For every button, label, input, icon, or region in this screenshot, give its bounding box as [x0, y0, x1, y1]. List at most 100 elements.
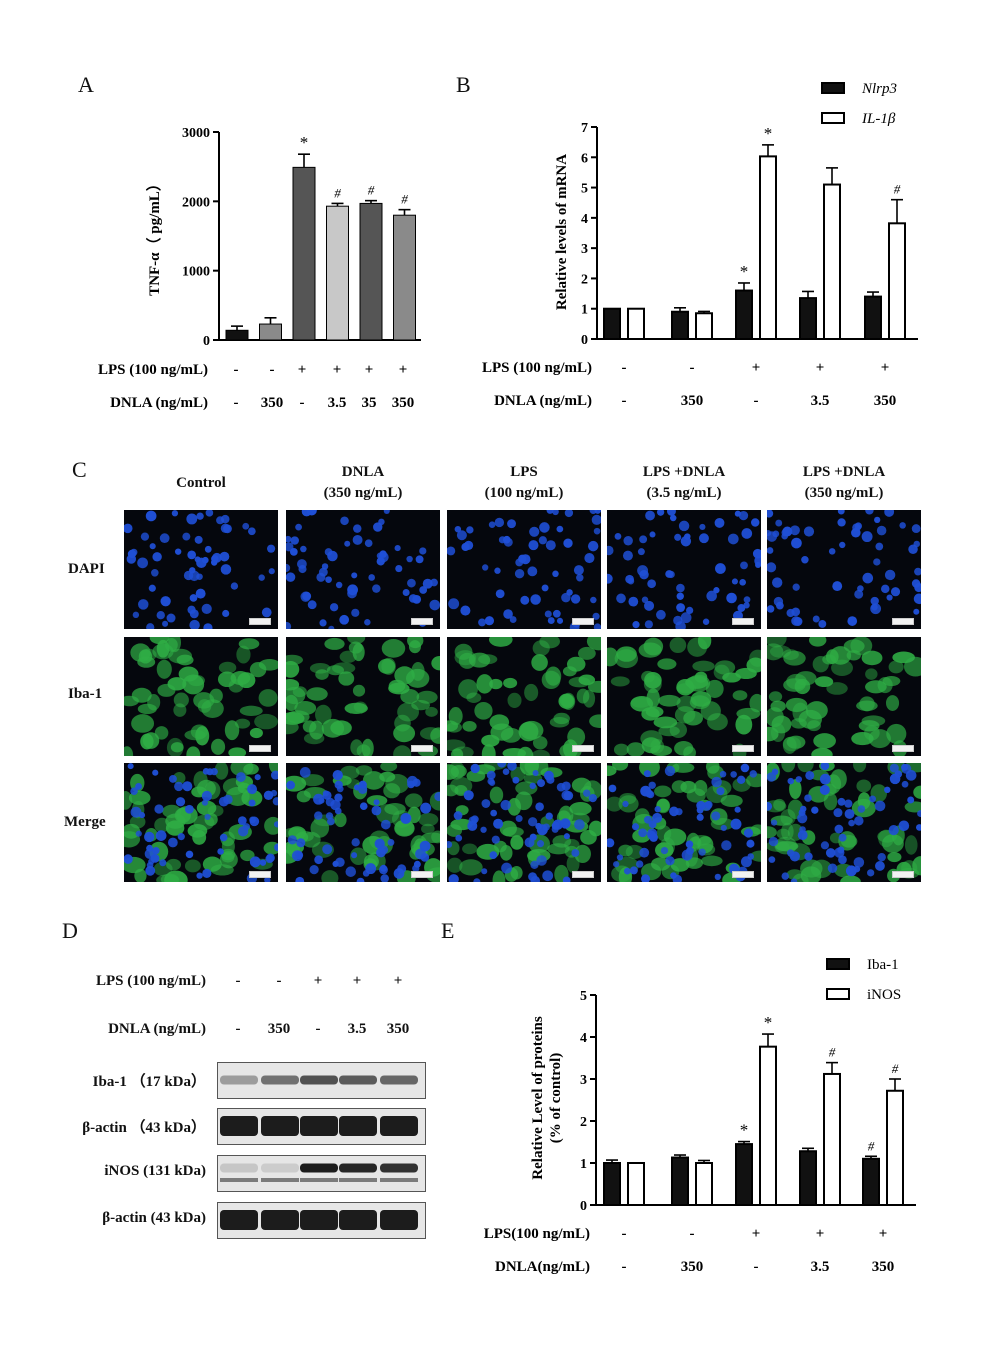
panel-e-letter: E	[441, 918, 455, 943]
cell-nucleus	[162, 620, 169, 627]
cell-nucleus	[325, 576, 332, 583]
cell-cytoplasm	[352, 684, 366, 697]
cell-cytoplasm	[654, 785, 672, 798]
cell-cytoplasm	[350, 847, 367, 865]
scale-bar	[411, 745, 433, 752]
cell-nucleus	[135, 830, 142, 837]
cell-nucleus	[347, 588, 357, 599]
cell-cytoplasm	[258, 689, 278, 707]
protein-band	[339, 1075, 377, 1085]
cell-nucleus	[463, 540, 474, 550]
cell-nucleus	[187, 550, 197, 560]
cell-cytoplasm	[160, 873, 179, 882]
cell-nucleus	[767, 531, 778, 542]
e-significance-marker: #	[868, 1138, 875, 1153]
cell-nucleus	[551, 825, 559, 833]
cell-nucleus	[666, 510, 676, 516]
cell-nucleus	[528, 540, 539, 551]
micrograph-cells	[286, 510, 440, 629]
cell-nucleus	[201, 603, 212, 614]
cell-nucleus	[353, 784, 361, 791]
cell-cytoplasm	[448, 707, 463, 726]
cell-nucleus	[743, 828, 754, 838]
cell-nucleus	[867, 869, 875, 877]
nonspecific-band	[339, 1178, 377, 1182]
cell-nucleus	[247, 527, 256, 536]
panel-a-letter: A	[78, 72, 94, 97]
micrograph-merge	[124, 763, 278, 882]
cell-nucleus	[182, 781, 193, 792]
cell-nucleus	[352, 534, 363, 545]
cell-nucleus	[775, 519, 783, 527]
cell-cytoplasm	[545, 666, 562, 686]
cell-nucleus	[482, 564, 489, 571]
cell-cytoplasm	[710, 817, 735, 831]
cell-cytoplasm	[618, 844, 633, 857]
cell-nucleus	[888, 825, 899, 836]
cell-nucleus	[833, 808, 843, 818]
cell-nucleus	[768, 856, 776, 863]
e-legend-swatch	[826, 958, 850, 970]
cell-cytoplasm	[286, 711, 305, 725]
cell-nucleus	[286, 535, 292, 543]
cell-nucleus	[711, 776, 722, 788]
cell-nucleus	[321, 563, 329, 570]
cell-nucleus	[792, 583, 800, 591]
cell-cytoplasm	[230, 671, 251, 686]
cell-cytoplasm	[700, 855, 723, 867]
cell-nucleus	[714, 873, 722, 881]
cell-nucleus	[297, 559, 307, 569]
cell-nucleus	[529, 782, 536, 790]
cell-nucleus	[587, 540, 599, 552]
b-y-axis-label: Relative levels of mRNA	[554, 154, 570, 310]
cell-cytoplasm	[823, 792, 838, 811]
cell-nucleus	[616, 593, 626, 604]
b-treatment-value: -	[754, 393, 759, 409]
cell-nucleus	[917, 810, 921, 818]
cell-cytoplasm	[156, 659, 172, 679]
cell-nucleus	[358, 784, 368, 794]
cell-cytoplasm	[238, 638, 260, 650]
cell-nucleus	[430, 578, 438, 587]
cell-cytoplasm	[782, 736, 801, 752]
cell-nucleus	[641, 596, 649, 604]
e-y-tick-label: 3	[580, 1073, 587, 1088]
cell-nucleus	[721, 840, 732, 851]
b-treatment-value: 3.5	[811, 393, 830, 409]
cell-cytoplasm	[613, 743, 629, 756]
cell-nucleus	[203, 623, 213, 629]
cell-nucleus	[535, 802, 544, 812]
cell-cytoplasm	[263, 841, 278, 855]
cell-nucleus	[189, 570, 200, 582]
cell-nucleus	[839, 541, 846, 549]
cell-nucleus	[152, 552, 162, 562]
cell-cytoplasm	[476, 674, 493, 694]
cell-cytoplasm	[861, 715, 886, 727]
d-dnla-value: -	[315, 1021, 321, 1037]
cell-cytoplasm	[450, 765, 467, 778]
cell-nucleus	[552, 570, 559, 578]
cell-nucleus	[152, 769, 159, 776]
b-y-tick-label: 3	[581, 242, 588, 257]
blot-label: β-actin (43 kDa)	[102, 1210, 206, 1226]
e-legend-label: iNOS	[867, 987, 901, 1003]
cell-nucleus	[175, 797, 186, 807]
cell-nucleus	[915, 824, 921, 831]
cell-nucleus	[665, 570, 674, 578]
cell-nucleus	[274, 843, 278, 852]
cell-cytoplasm	[481, 734, 500, 747]
cell-nucleus	[174, 548, 182, 555]
cell-cytoplasm	[658, 694, 681, 707]
cell-nucleus	[248, 799, 256, 807]
cell-cytoplasm	[658, 725, 680, 737]
cell-cytoplasm	[853, 763, 867, 773]
cell-nucleus	[309, 864, 319, 875]
cell-nucleus	[137, 557, 148, 569]
column-header-line2: (350 ng/mL)	[804, 485, 884, 501]
cell-nucleus	[300, 545, 307, 553]
cell-nucleus	[819, 773, 831, 785]
cell-nucleus	[797, 813, 808, 824]
cell-nucleus	[196, 872, 203, 879]
cell-nucleus	[487, 777, 495, 785]
cell-nucleus	[362, 870, 370, 877]
